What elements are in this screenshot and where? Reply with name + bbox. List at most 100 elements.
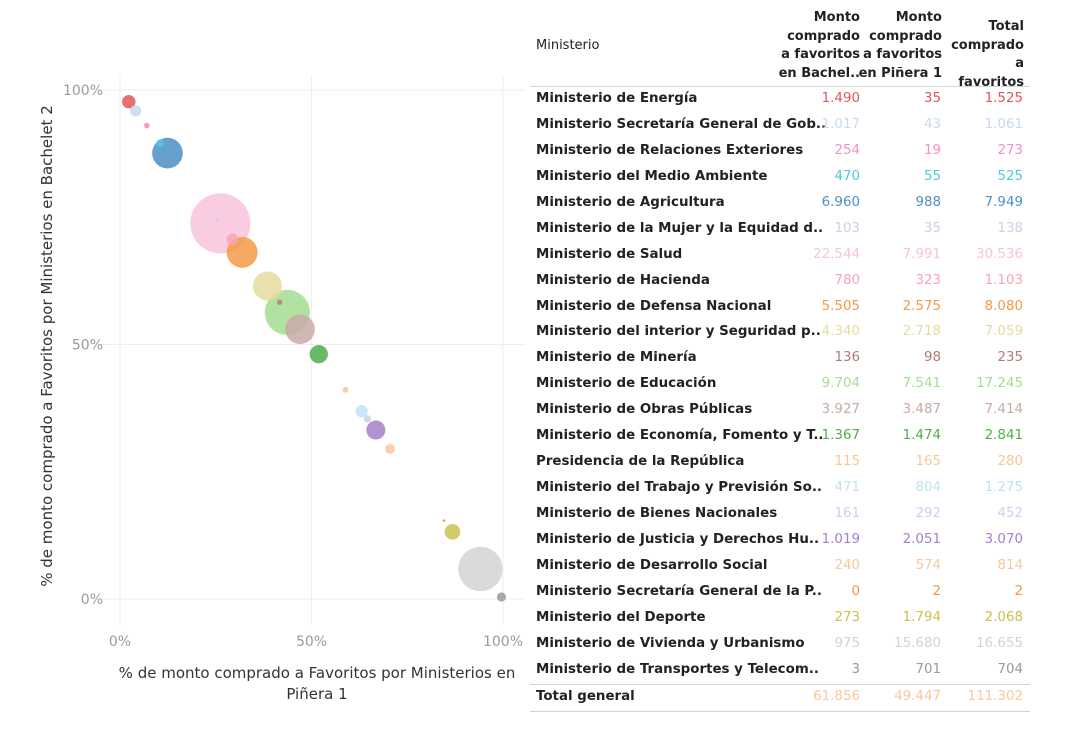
cell-bachelet: 61.856 xyxy=(813,688,860,704)
row-ministerio-name: Ministerio de Justicia y Derechos Hu.. xyxy=(536,531,820,547)
table-row: Ministerio de Economía, Fomento y T.. 1.3… xyxy=(530,424,1030,450)
bubble-point[interactable] xyxy=(342,386,349,393)
bubble-point[interactable] xyxy=(363,415,372,423)
cell-bachelet: 6.960 xyxy=(821,194,860,210)
cell-pinera: 323 xyxy=(915,272,941,288)
cell-total: 17.245 xyxy=(976,376,1023,392)
cell-total: 452 xyxy=(997,506,1023,521)
y-tick-label: 50% xyxy=(72,338,103,354)
table-header: Ministerio Monto comprado a favoritos en Ba… xyxy=(530,6,1030,90)
cell-pinera: 98 xyxy=(923,350,941,366)
cell-total: 111.302 xyxy=(967,688,1023,704)
cell-pinera: 292 xyxy=(915,506,941,521)
cell-bachelet: 1.017 xyxy=(821,116,860,132)
row-ministerio-name: Ministerio de Hacienda xyxy=(536,272,710,288)
bubble-point[interactable] xyxy=(442,519,446,523)
bubble-point[interactable] xyxy=(226,236,258,268)
cell-bachelet: 254 xyxy=(834,142,860,158)
y-axis-ticks: 0% 50% 100% xyxy=(63,83,103,608)
cell-bachelet: 5.505 xyxy=(821,298,860,314)
y-tick-label: 100% xyxy=(63,83,103,99)
cell-pinera: 1.474 xyxy=(902,428,941,444)
bubble-point[interactable] xyxy=(458,546,503,592)
row-ministerio-name: Ministerio de la Mujer y la Equidad d.. xyxy=(536,220,824,236)
header-ministerio: Ministerio xyxy=(536,38,600,53)
x-axis-title-line2: Piñera 1 xyxy=(286,685,347,703)
cell-total: 7.414 xyxy=(984,402,1023,418)
bubble-point[interactable] xyxy=(355,405,368,418)
table-row: Ministerio de Obras Públicas 3.927 3.487 7.… xyxy=(530,398,1030,424)
bubble-point[interactable] xyxy=(309,345,328,364)
cell-pinera: 1.794 xyxy=(902,609,941,625)
cell-total: 16.655 xyxy=(976,635,1023,651)
table-row: Ministerio de Bienes Nacionales 161 292 452 xyxy=(530,502,1030,528)
cell-total: 7.949 xyxy=(984,194,1023,210)
cell-pinera: 701 xyxy=(915,661,941,677)
cell-total: 273 xyxy=(997,142,1023,158)
bubble-point[interactable] xyxy=(143,122,150,129)
y-axis-title: % de monto comprado a Favoritos por Mini… xyxy=(38,105,56,586)
row-ministerio-name: Ministerio de Defensa Nacional xyxy=(536,298,772,314)
cell-total: 1.275 xyxy=(984,480,1023,496)
cell-pinera: 2 xyxy=(932,583,941,599)
header-total: Total comprado a favoritos xyxy=(951,19,1024,90)
table-row: Ministerio Secretaría General de Gob.. 1.… xyxy=(530,113,1030,139)
table-row: Ministerio de Relaciones Exteriores 254 19… xyxy=(530,139,1030,165)
cell-total: 814 xyxy=(997,557,1023,573)
cell-pinera: 804 xyxy=(915,480,941,496)
cell-total: 704 xyxy=(997,661,1023,677)
row-ministerio-name: Ministerio de Economía, Fomento y T.. xyxy=(536,428,824,444)
scatter-plot: 0% 50% 100% 0% 50% 100% % de monto comprado … xyxy=(38,75,525,703)
table-row: Ministerio de la Mujer y la Equidad d.. 1… xyxy=(530,217,1030,243)
cell-bachelet: 115 xyxy=(834,454,860,470)
cell-total: 7.059 xyxy=(984,324,1023,340)
cell-bachelet: 1.019 xyxy=(821,531,860,547)
row-ministerio-name: Ministerio de Minería xyxy=(536,350,697,366)
row-ministerio-name: Ministerio de Salud xyxy=(536,246,683,262)
cell-bachelet: 22.544 xyxy=(813,246,860,262)
bubble-point[interactable] xyxy=(277,299,283,305)
row-ministerio-name: Ministerio Secretaría General de Gob.. xyxy=(536,116,827,132)
row-ministerio-name: Ministerio del interior y Seguridad p.. xyxy=(536,324,821,340)
cell-total: 2 xyxy=(1014,583,1023,599)
row-ministerio-name: Ministerio de Obras Públicas xyxy=(536,402,753,418)
table-row: Ministerio de Educación 9.704 7.541 17.245 xyxy=(530,372,1030,398)
cell-bachelet: 240 xyxy=(834,557,860,573)
bubble-point[interactable] xyxy=(253,271,282,301)
row-ministerio-name: Ministerio de Desarrollo Social xyxy=(536,557,768,573)
row-ministerio-name: Total general xyxy=(536,688,635,704)
row-ministerio-name: Ministerio de Bienes Nacionales xyxy=(536,506,778,521)
bubble-point[interactable] xyxy=(496,592,507,602)
cell-pinera: 19 xyxy=(923,142,941,158)
table-row: Ministerio de Energía 1.490 35 1.525 xyxy=(530,87,1030,113)
x-tick-label: 50% xyxy=(296,634,327,650)
cell-total: 8.080 xyxy=(984,298,1023,314)
ministry-table: Ministerio Monto comprado a favoritos en Ba… xyxy=(530,6,1030,712)
cell-bachelet: 161 xyxy=(834,506,860,521)
table-row: Ministerio de Minería 136 98 235 xyxy=(530,346,1030,372)
cell-pinera: 15.680 xyxy=(894,635,941,651)
cell-total: 235 xyxy=(997,350,1023,366)
bubble-point[interactable] xyxy=(156,139,165,148)
bubble-point[interactable] xyxy=(444,523,461,540)
bubble-point[interactable] xyxy=(366,420,386,440)
bubble-point[interactable] xyxy=(285,314,315,345)
table-row: Ministerio de Agricultura 6.960 988 7.949 xyxy=(530,191,1030,217)
table-row: Ministerio de Salud 22.544 7.991 30.536 xyxy=(530,243,1030,269)
bubble-point[interactable] xyxy=(215,217,220,222)
table-row: Ministerio del Trabajo y Previsión So.. 4… xyxy=(530,476,1030,502)
bubble-point[interactable] xyxy=(130,105,142,117)
cell-pinera: 43 xyxy=(923,116,941,132)
cell-bachelet: 1.490 xyxy=(821,91,860,106)
bubble-point[interactable] xyxy=(385,443,395,454)
bubble-point[interactable] xyxy=(122,94,136,109)
cell-bachelet: 975 xyxy=(834,635,860,651)
bubble-point[interactable] xyxy=(226,233,238,245)
x-axis-title-line1: % de monto comprado a Favoritos por Mini… xyxy=(119,664,516,682)
table-row: Ministerio de Transportes y Telecom.. 3 70… xyxy=(530,658,1030,684)
cell-bachelet: 3.927 xyxy=(821,402,860,418)
cell-pinera: 2.051 xyxy=(902,531,941,547)
cell-bachelet: 3 xyxy=(851,661,860,677)
cell-total: 1.103 xyxy=(984,272,1023,288)
cell-pinera: 988 xyxy=(915,194,941,210)
